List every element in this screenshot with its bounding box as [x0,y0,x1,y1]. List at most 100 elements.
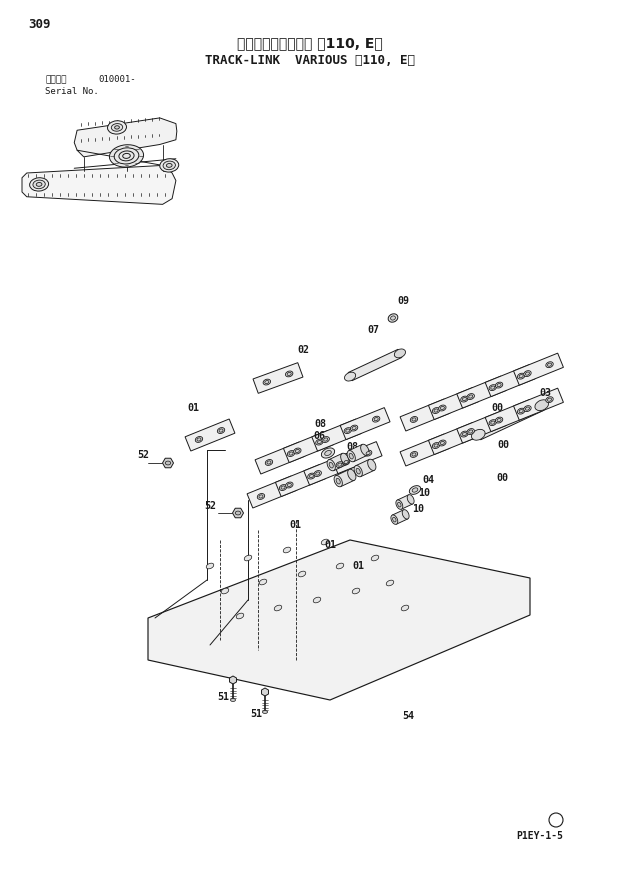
Polygon shape [185,419,235,451]
Ellipse shape [274,606,281,611]
Ellipse shape [368,459,376,471]
Ellipse shape [525,372,529,375]
Ellipse shape [412,453,416,456]
Ellipse shape [374,417,378,421]
Ellipse shape [345,372,356,381]
Text: 01: 01 [187,403,199,413]
Polygon shape [253,362,303,394]
Polygon shape [457,376,507,408]
Ellipse shape [394,349,405,358]
Ellipse shape [322,437,329,443]
Ellipse shape [308,473,315,479]
Text: 52: 52 [204,501,216,511]
Text: 00: 00 [497,440,509,450]
Circle shape [549,813,563,827]
Text: P1EY-1-5: P1EY-1-5 [516,831,564,841]
Ellipse shape [317,440,321,444]
Ellipse shape [166,164,172,167]
Text: 00: 00 [496,473,508,483]
Ellipse shape [440,441,445,444]
Ellipse shape [469,430,473,433]
Polygon shape [457,411,507,443]
Text: 010001-: 010001- [98,75,136,84]
Ellipse shape [490,421,495,424]
Ellipse shape [524,406,531,411]
Ellipse shape [259,579,267,584]
Ellipse shape [407,494,414,504]
Text: 03: 03 [539,388,551,398]
Text: 01: 01 [289,520,301,530]
Polygon shape [229,676,236,684]
Polygon shape [485,400,535,431]
Ellipse shape [218,428,224,433]
Ellipse shape [434,409,438,412]
Text: 09: 09 [397,296,409,306]
Ellipse shape [336,564,343,569]
Ellipse shape [344,428,352,433]
Polygon shape [428,423,478,454]
Ellipse shape [495,382,503,388]
Ellipse shape [231,698,236,702]
Ellipse shape [267,461,271,464]
Ellipse shape [236,613,244,619]
Ellipse shape [314,471,321,477]
Ellipse shape [386,580,394,586]
Ellipse shape [33,180,45,189]
Text: 適用号機: 適用号機 [45,75,66,84]
Ellipse shape [495,417,503,423]
Text: 00: 00 [491,403,503,413]
Polygon shape [304,453,353,485]
Text: Serial No.: Serial No. [45,87,99,96]
Ellipse shape [197,438,201,441]
Ellipse shape [265,381,269,383]
Ellipse shape [546,361,553,368]
Polygon shape [283,430,334,463]
Ellipse shape [396,500,403,509]
Ellipse shape [519,410,523,413]
Ellipse shape [309,474,314,478]
Ellipse shape [287,451,294,457]
Ellipse shape [338,463,342,466]
Ellipse shape [321,448,335,458]
Ellipse shape [352,588,360,594]
Ellipse shape [347,451,355,462]
Ellipse shape [432,443,440,449]
Ellipse shape [461,396,468,402]
Polygon shape [332,442,382,473]
Ellipse shape [412,418,416,421]
Ellipse shape [346,429,350,432]
Ellipse shape [497,383,501,387]
Polygon shape [348,349,402,381]
Ellipse shape [388,314,398,322]
Ellipse shape [257,493,265,500]
Polygon shape [335,469,355,486]
Ellipse shape [489,385,497,390]
Polygon shape [340,408,390,439]
Polygon shape [392,510,408,524]
Polygon shape [74,118,177,157]
Polygon shape [513,388,564,420]
Text: TRACK-LINK  VARIOUS 〈110, E〉: TRACK-LINK VARIOUS 〈110, E〉 [205,54,415,67]
Ellipse shape [327,459,335,471]
Ellipse shape [336,462,343,467]
Ellipse shape [469,395,473,398]
Ellipse shape [235,511,241,514]
Ellipse shape [397,502,401,507]
Ellipse shape [348,469,356,480]
Ellipse shape [283,547,291,553]
Text: 07: 07 [367,325,379,335]
Ellipse shape [294,448,301,454]
Ellipse shape [547,398,552,402]
Ellipse shape [535,400,549,410]
Ellipse shape [195,437,203,443]
Ellipse shape [518,409,525,414]
Ellipse shape [287,373,291,375]
Ellipse shape [349,453,353,459]
Ellipse shape [497,418,501,422]
Polygon shape [247,476,297,508]
Polygon shape [428,388,478,419]
Ellipse shape [352,426,356,430]
Ellipse shape [392,517,396,522]
Ellipse shape [286,482,293,488]
Ellipse shape [340,453,349,465]
